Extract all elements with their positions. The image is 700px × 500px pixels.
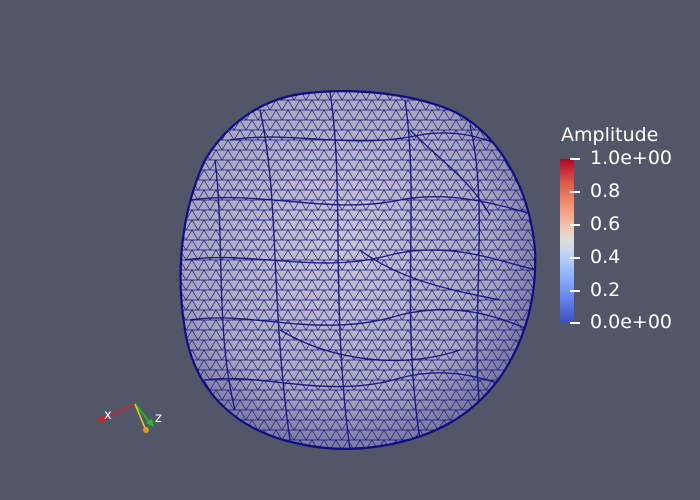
colorbar-label-min: 0.0e+00 [590,311,673,333]
colorbar-label: 0.8 [590,180,621,202]
colorbar-label-max: 1.0e+00 [590,147,673,169]
colorbar-tick [570,322,580,324]
z-axis-line [134,403,152,425]
colorbar-title: Amplitude [561,124,659,146]
colorbar-legend: Amplitude 1.0e+00 0.8 0.6 0.4 0.2 0.0e+0… [558,124,698,334]
orientation-axes[interactable]: x z [88,396,178,446]
colorbar-label: 0.2 [590,279,621,301]
x-axis-arrow [96,415,105,422]
sphere-outline [179,90,537,450]
colorbar-tick [570,191,580,193]
colorbar-tick [570,257,580,259]
z-axis-label: z [155,411,162,426]
z-axis-arrow [146,419,154,427]
colorbar-tick [570,158,580,160]
colorbar-label: 0.6 [590,213,621,235]
colorbar-gradient [560,159,574,323]
colorbar-tick [570,224,580,226]
y-axis-tip [143,427,149,433]
x-axis-line [101,403,136,421]
x-axis-label: x [104,408,112,423]
colorbar-label: 0.4 [590,246,621,268]
y-axis-line [134,403,146,429]
wireframe-lines [180,91,536,449]
colorbar-tick [570,290,580,292]
